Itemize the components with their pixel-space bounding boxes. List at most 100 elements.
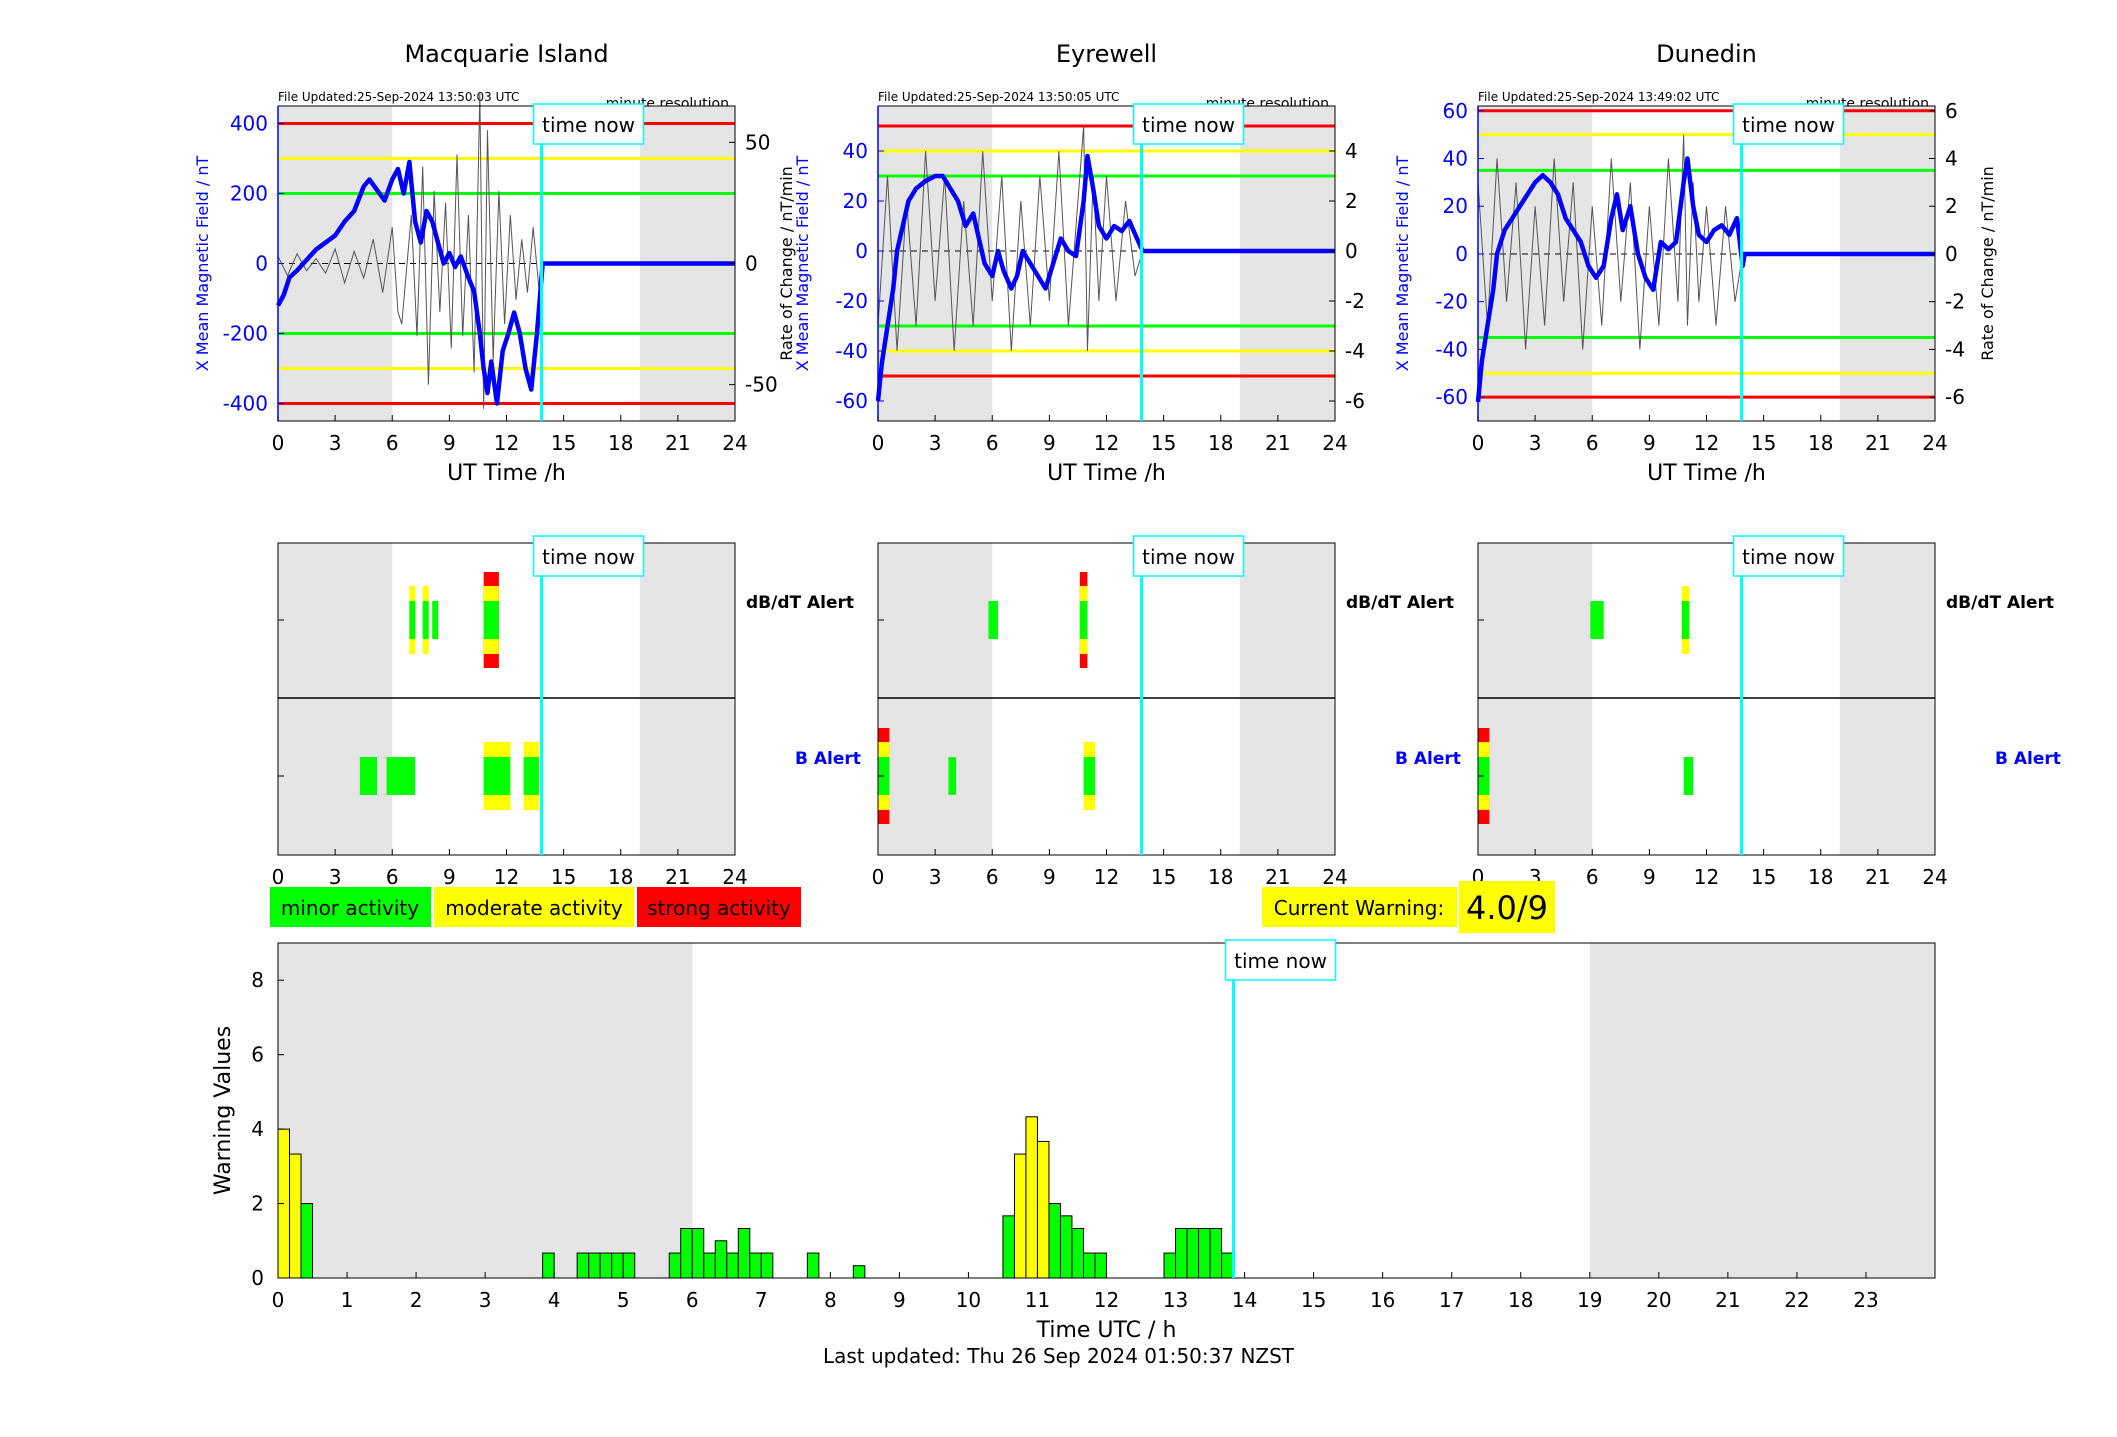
station-0-top-x-tick-label: 15 xyxy=(551,431,576,455)
station-0-b-alert-green xyxy=(359,757,378,795)
station-1-top-x-tick-label: 6 xyxy=(986,431,999,455)
station-0-top-x-tick-label: 9 xyxy=(443,431,456,455)
warning-chart-x-tick-label: 8 xyxy=(824,1288,837,1312)
station-1-alert-x-tick-label: 6 xyxy=(986,865,999,889)
station-1-alert-time-now-label: time now xyxy=(1142,545,1235,569)
warning-bar xyxy=(691,1227,705,1279)
warning-chart-x-tick-label: 5 xyxy=(617,1288,630,1312)
station-1-alert-night-shade xyxy=(1239,543,1335,855)
station-0-left-y-tick-label: 400 xyxy=(230,112,268,136)
station-2-top-x-tick-label: 0 xyxy=(1472,431,1485,455)
legend-minor-swatch xyxy=(270,887,431,927)
station-1-right-y-tick-label: -6 xyxy=(1345,389,1365,413)
station-0-right-y-tick-label: 50 xyxy=(745,130,770,154)
station-2-alert-x-tick-label: 12 xyxy=(1694,865,1719,889)
station-0-alert-x-tick-label: 9 xyxy=(443,865,456,889)
station-1-alert-x-tick-label: 24 xyxy=(1322,865,1347,889)
station-2-db-alert-label: dB/dT Alert xyxy=(1946,593,2054,613)
station-1-left-y-tick-label: 20 xyxy=(843,189,868,213)
station-0-right-y-tick-label: -50 xyxy=(745,373,778,397)
station-0-db-alert-green xyxy=(432,601,439,639)
warning-chart-x-tick-label: 22 xyxy=(1784,1288,1809,1312)
station-0-time-now-label: time now xyxy=(542,113,635,137)
station-2-alert-x-tick-label: 15 xyxy=(1751,865,1776,889)
station-2-left-y-tick-label: 0 xyxy=(1455,242,1468,266)
station-1-top-x-tick-label: 12 xyxy=(1094,431,1119,455)
station-2-top-x-tick-label: 12 xyxy=(1694,431,1719,455)
warning-bar xyxy=(726,1252,739,1279)
station-0-top-x-tick-label: 21 xyxy=(665,431,690,455)
station-1-night-shade xyxy=(1239,106,1335,421)
warning-bar xyxy=(1094,1252,1107,1279)
warning-chart-time-now-label: time now xyxy=(1234,949,1327,973)
station-1-top-x-tick-label: 18 xyxy=(1208,431,1233,455)
warning-chart-time-now-box xyxy=(1224,939,1337,981)
current-warning-value-box xyxy=(1459,881,1555,933)
warning-chart-x-tick-label: 4 xyxy=(548,1288,561,1312)
station-0-alert-night-shade xyxy=(639,543,735,855)
station-1-x-axis-label: UT Time /h xyxy=(1047,461,1166,486)
warning-chart-x-tick-label: 20 xyxy=(1646,1288,1671,1312)
station-1-alert-x-tick-label: 15 xyxy=(1151,865,1176,889)
station-0-alert-x-tick-label: 21 xyxy=(665,865,690,889)
warning-bar xyxy=(1036,1140,1050,1279)
station-1-top-x-tick-label: 15 xyxy=(1151,431,1176,455)
warning-bar xyxy=(703,1252,716,1279)
station-2-left-y-tick-label: -40 xyxy=(1435,337,1468,361)
warning-chart-x-tick-label: 6 xyxy=(686,1288,699,1312)
station-1-left-y-tick-label: -40 xyxy=(835,339,868,363)
station-1-right-y-tick-label: 4 xyxy=(1345,139,1358,163)
station-2-top-x-tick-label: 3 xyxy=(1529,431,1542,455)
warning-chart-x-tick-label: 2 xyxy=(410,1288,423,1312)
station-1-title: Eyrewell xyxy=(1056,40,1157,68)
station-1-alert-time-now-box xyxy=(1132,535,1245,577)
station-1-left-y-tick-label: -60 xyxy=(835,389,868,413)
warning-chart-x-axis-label: Time UTC / h xyxy=(1036,1318,1177,1343)
station-0-alert-x-tick-label: 0 xyxy=(272,865,285,889)
warning-bar xyxy=(599,1252,613,1279)
station-2-top-x-tick-label: 18 xyxy=(1808,431,1833,455)
station-2-right-y-axis-label: Rate of Change / nT/min xyxy=(1978,166,1997,361)
station-0-title: Macquarie Island xyxy=(404,40,608,68)
station-0-alert-x-tick-label: 6 xyxy=(386,865,399,889)
warning-chart-y-axis-label: Warning Values xyxy=(211,1026,236,1195)
station-2-db-alert-green xyxy=(1590,601,1604,639)
station-1-left-y-tick-label: 0 xyxy=(855,239,868,263)
station-2-alert-x-tick-label: 6 xyxy=(1586,865,1599,889)
station-0-b-alert-label: B Alert xyxy=(795,749,861,769)
station-0-top-x-tick-label: 12 xyxy=(494,431,519,455)
station-1-b-alert-green xyxy=(948,757,957,795)
station-0-left-y-tick-label: 0 xyxy=(255,252,268,276)
warning-chart-x-tick-label: 3 xyxy=(479,1288,492,1312)
station-1-db-alert-label: dB/dT Alert xyxy=(1346,593,1454,613)
station-2-left-y-tick-label: -20 xyxy=(1435,290,1468,314)
station-1-b-alert-green xyxy=(1083,757,1096,795)
station-2-title: Dunedin xyxy=(1656,40,1757,68)
station-0-top-x-tick-label: 3 xyxy=(329,431,342,455)
warning-bar xyxy=(576,1252,590,1279)
station-1-db-alert-green xyxy=(1079,601,1088,639)
station-2-alert-x-tick-label: 24 xyxy=(1922,865,1947,889)
station-0-alert-x-tick-label: 18 xyxy=(608,865,633,889)
warning-chart-y-tick-label: 6 xyxy=(251,1043,264,1067)
current-warning-label: Current Warning: xyxy=(1274,896,1444,920)
warning-bar xyxy=(714,1240,728,1279)
legend-moderate-swatch xyxy=(434,887,634,927)
station-1-top-x-tick-label: 21 xyxy=(1265,431,1290,455)
legend-minor-label: minor activity xyxy=(281,896,419,920)
station-0-top-x-tick-label: 18 xyxy=(608,431,633,455)
warning-chart-y-tick-label: 8 xyxy=(251,968,264,992)
station-0-left-y-tick-label: 200 xyxy=(230,182,268,206)
station-2-right-y-tick-label: 0 xyxy=(1945,242,1958,266)
station-1-magnetic-field-trace xyxy=(875,153,1335,402)
station-1-top-x-tick-label: 9 xyxy=(1043,431,1056,455)
station-2-alert-x-tick-label: 9 xyxy=(1643,865,1656,889)
station-2-b-alert-label: B Alert xyxy=(1995,749,2061,769)
warning-chart-x-tick-label: 9 xyxy=(893,1288,906,1312)
warning-chart-x-tick-label: 15 xyxy=(1301,1288,1326,1312)
station-1-file-updated: File Updated:25-Sep-2024 13:50:05 UTC xyxy=(878,90,1119,104)
warning-bar xyxy=(1209,1227,1223,1279)
station-2-left-y-tick-label: -60 xyxy=(1435,385,1468,409)
station-2-left-y-axis-label: X Mean Magnetic Field / nT xyxy=(1393,156,1412,372)
